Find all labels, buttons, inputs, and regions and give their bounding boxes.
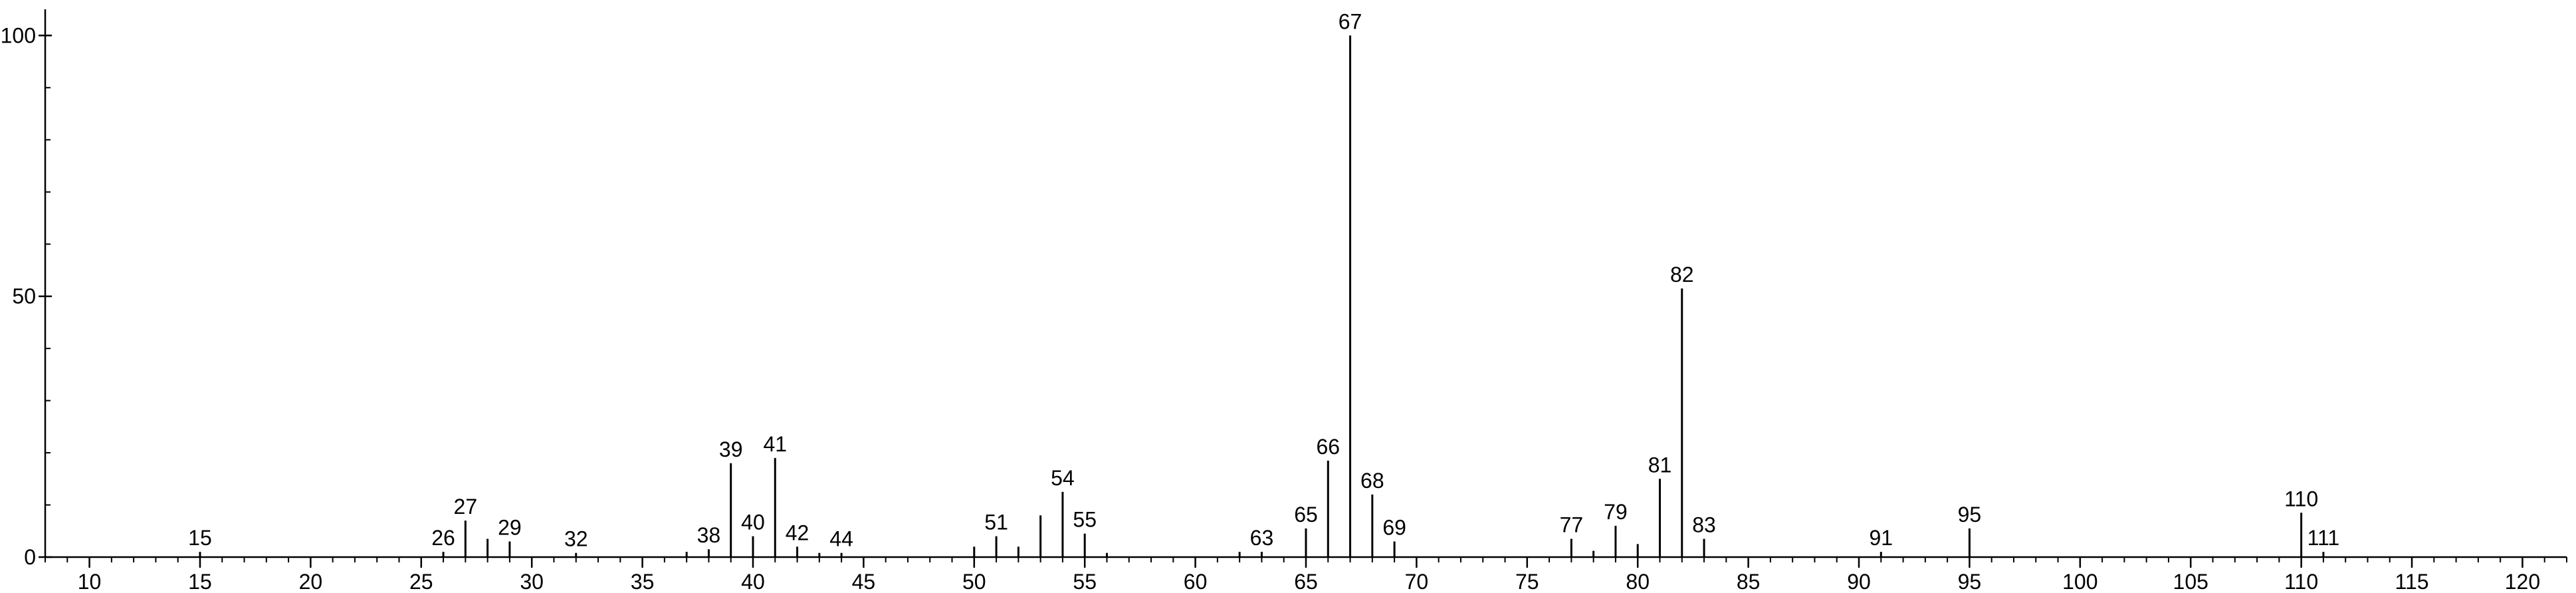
peak-label-32: 32 — [564, 527, 588, 551]
x-tick-label: 45 — [852, 570, 876, 593]
peak-label-95: 95 — [1958, 503, 1982, 527]
x-tick-label: 55 — [1073, 570, 1097, 593]
x-tick-label: 90 — [1847, 570, 1871, 593]
y-tick-label: 50 — [12, 285, 36, 308]
peak-label-26: 26 — [431, 526, 455, 550]
peak-label-44: 44 — [829, 527, 853, 551]
x-tick-label: 85 — [1737, 570, 1761, 593]
x-tick-label: 60 — [1184, 570, 1208, 593]
y-tick-label: 0 — [24, 545, 36, 569]
x-tick-label: 95 — [1958, 570, 1982, 593]
peak-label-27: 27 — [454, 495, 478, 519]
peak-label-110: 110 — [2284, 487, 2318, 511]
x-tick-label: 120 — [2505, 570, 2540, 593]
peak-label-77: 77 — [1560, 513, 1584, 537]
x-minor-ticks — [45, 557, 2567, 562]
x-tick-label: 50 — [962, 570, 986, 593]
peak-label-51: 51 — [984, 511, 1008, 534]
x-tick-label: 15 — [188, 570, 212, 593]
x-major-ticks — [88, 557, 2523, 568]
peak-label-55: 55 — [1073, 508, 1097, 532]
peak-label-54: 54 — [1051, 466, 1075, 490]
peak-label-82: 82 — [1670, 263, 1694, 287]
peak-label-63: 63 — [1250, 526, 1274, 550]
x-tick-label: 25 — [409, 570, 433, 593]
x-tick-labels: 10 15 20 25 30 35 40 45 50 55 60 65 70 75 80 85 90 95 100 1… — [78, 570, 2540, 593]
peak-label-91: 91 — [1870, 526, 1893, 550]
peak-label-42: 42 — [786, 521, 809, 544]
peak-label-29: 29 — [498, 515, 522, 539]
x-tick-label: 75 — [1515, 570, 1539, 593]
peak-label-81: 81 — [1648, 453, 1672, 477]
y-minor-ticks — [45, 86, 51, 506]
peak-label-67: 67 — [1339, 9, 1362, 33]
peak-label-65: 65 — [1294, 503, 1318, 527]
y-tick-label: 100 — [1, 23, 36, 47]
peak-label-39: 39 — [719, 437, 743, 461]
x-tick-label: 30 — [520, 570, 544, 593]
peak-label-38: 38 — [697, 523, 721, 547]
peak-label-111: 111 — [2308, 526, 2340, 550]
peak-label-66: 66 — [1316, 435, 1340, 459]
x-tick-label: 100 — [2062, 570, 2097, 593]
peak-labels: 15 26 27 29 32 38 39 40 41 42 44 51 54 55 63 65 66 67 68 69… — [188, 9, 2339, 550]
x-tick-label: 110 — [2284, 570, 2318, 593]
x-tick-label: 65 — [1294, 570, 1318, 593]
y-tick-labels: 0 50 100 — [1, 23, 36, 569]
x-tick-label: 40 — [741, 570, 765, 593]
peak-bars — [199, 35, 2325, 557]
x-tick-label: 20 — [299, 570, 323, 593]
peak-label-69: 69 — [1382, 515, 1406, 539]
x-tick-label: 35 — [631, 570, 655, 593]
peak-label-83: 83 — [1692, 513, 1716, 537]
peak-label-68: 68 — [1360, 469, 1384, 493]
peak-label-79: 79 — [1604, 500, 1628, 524]
peak-label-41: 41 — [763, 432, 787, 456]
peak-label-40: 40 — [741, 511, 765, 534]
x-tick-label: 80 — [1626, 570, 1650, 593]
x-tick-label: 115 — [2395, 570, 2429, 593]
x-tick-label: 70 — [1405, 570, 1429, 593]
x-tick-label: 105 — [2173, 570, 2208, 593]
x-tick-label: 10 — [78, 570, 102, 593]
peak-label-15: 15 — [188, 526, 212, 550]
